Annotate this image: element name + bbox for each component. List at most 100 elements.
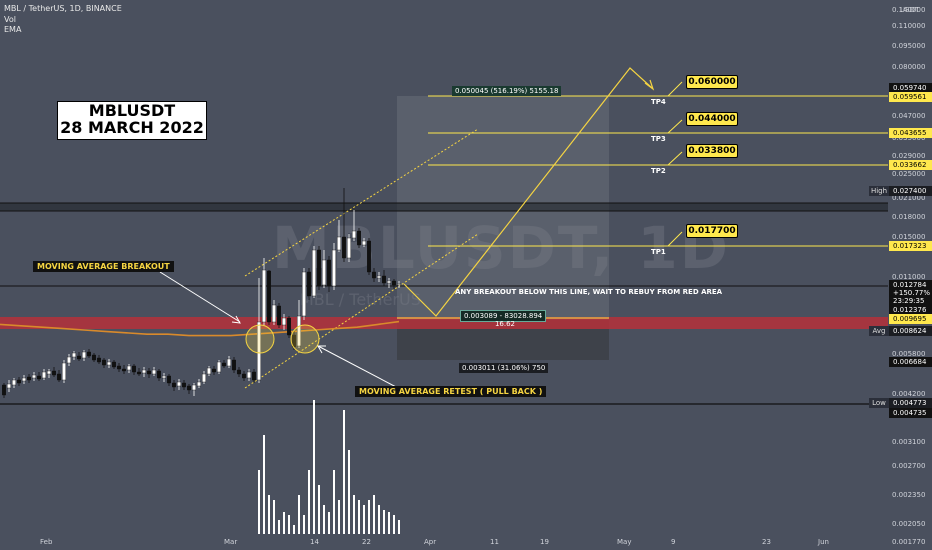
candle-body (111, 361, 116, 368)
candle-body (277, 305, 282, 326)
time-tick: 9 (671, 538, 676, 546)
price-tag-value: 0.033662 (889, 160, 932, 170)
rebuy-note: ANY BREAKOUT BELOW THIS LINE, WAIT TO RE… (455, 288, 723, 296)
price-tag-value: 0.009695 (889, 314, 932, 324)
tp4-value-box[interactable]: 0.060000 (686, 75, 738, 89)
candle-body (367, 240, 372, 273)
candle-body (191, 384, 196, 391)
price-tag: 0.033662 (869, 160, 932, 170)
measure-mid-sub: 16.62 (494, 320, 516, 328)
vol-indicator-label[interactable]: Vol (4, 15, 16, 24)
candle-body (81, 351, 86, 359)
candle-body (246, 371, 251, 379)
time-tick: Jun (818, 538, 829, 546)
high-band (0, 203, 888, 211)
candle-body (131, 365, 136, 373)
candle-body (372, 271, 377, 279)
candle-body (47, 370, 52, 375)
measure-mid-label: 0.003089 - 83028.894 (460, 310, 547, 322)
volume-bar (388, 512, 390, 534)
volume-bars (258, 400, 400, 534)
time-tick: Apr (424, 538, 437, 546)
ma-breakout-label: MOVING AVERAGE BREAKOUT (33, 261, 174, 272)
price-tick: 0.140000 (892, 6, 926, 14)
candle-body (136, 371, 141, 375)
price-tick: 0.021000 (892, 194, 926, 202)
candle-body (2, 384, 6, 396)
price-tag: 0.012784 (869, 280, 932, 290)
price-tag: 0.059740 (869, 83, 932, 93)
tp2-connector (667, 151, 683, 166)
candle-body (62, 362, 67, 381)
price-tick: 0.005800 (892, 350, 926, 358)
candle-body (337, 236, 342, 251)
measure-bottom-label: 0.003011 (31.06%) 750 (459, 363, 549, 373)
time-tick: 19 (540, 538, 549, 546)
volume-bar (343, 410, 345, 534)
candle-body (17, 379, 22, 384)
ma-retest-label: MOVING AVERAGE RETEST ( PULL BACK ) (355, 386, 547, 397)
candle-body (382, 275, 387, 284)
candle-body (226, 358, 231, 367)
candles (2, 188, 402, 398)
price-chart[interactable] (0, 0, 888, 550)
candle-body (307, 271, 312, 297)
price-tag-key: Low (869, 398, 889, 408)
volume-bar (348, 450, 350, 534)
channel-lower (244, 233, 479, 389)
price-tag: +150.77% (869, 288, 932, 298)
ema-indicator-label[interactable]: EMA (4, 25, 22, 34)
tp2-value-box[interactable]: 0.033800 (686, 144, 738, 158)
candle-body (297, 315, 302, 347)
candle-body (211, 368, 216, 373)
price-tag-value: 0.059740 (889, 83, 932, 93)
tp3-value-box[interactable]: 0.044000 (686, 112, 738, 126)
price-tick: 0.035000 (892, 134, 926, 142)
candle-body (352, 230, 357, 239)
price-tag-value: 0.004773 (889, 398, 932, 408)
volume-bar (323, 505, 325, 534)
candle-body (96, 357, 101, 363)
volume-bar (293, 525, 295, 534)
volume-bar (283, 512, 285, 534)
price-tag-value: 0.008624 (889, 326, 932, 336)
volume-bar (358, 500, 360, 534)
volume-bar (278, 520, 280, 534)
ema-line (0, 320, 400, 337)
tp1-value-box[interactable]: 0.017700 (686, 224, 738, 238)
volume-bar (393, 515, 395, 534)
candle-body (42, 371, 47, 379)
candle-body (257, 321, 262, 381)
candle-body (287, 317, 292, 336)
candle-body (267, 270, 272, 323)
price-tick: 0.001770 (892, 538, 926, 546)
price-tick: 0.080000 (892, 63, 926, 71)
price-tag-value: 0.012376 (889, 305, 932, 315)
candle-body (171, 382, 176, 388)
candle-body (161, 375, 166, 379)
price-tick: 0.002700 (892, 462, 926, 470)
candle-body (37, 375, 42, 380)
retest-arrowhead (317, 345, 326, 354)
volume-bar (398, 520, 400, 534)
time-tick: 22 (362, 538, 371, 546)
candle-body (76, 355, 81, 360)
price-tag: 0.004735 (869, 408, 932, 418)
symbol-header[interactable]: MBL / TetherUS, 1D, BINANCE (4, 4, 122, 13)
breakout-arrowhead (231, 315, 241, 324)
symbol-watermark-sub: MBL / TetherUS (300, 290, 421, 309)
price-tag: 23:29:35 (869, 296, 932, 306)
candle-body (121, 368, 126, 372)
candle-body (166, 375, 171, 384)
time-tick: 11 (490, 538, 499, 546)
volume-bar (378, 505, 380, 534)
price-tag-value: 0.006684 (889, 357, 932, 367)
price-tick: 0.029000 (892, 152, 926, 160)
price-tag-value: 23:29:35 (889, 296, 932, 306)
candle-body (156, 370, 161, 379)
candle-body (151, 369, 156, 375)
candle-body (241, 373, 246, 379)
title-symbol: MBLUSDT (88, 101, 176, 120)
price-tag: High 0.027400 (869, 186, 932, 196)
red-buy-zone (0, 317, 888, 329)
